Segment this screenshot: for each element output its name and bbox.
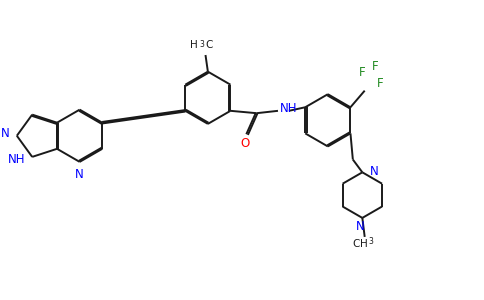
Text: N: N: [369, 165, 378, 178]
Text: C: C: [352, 239, 360, 249]
Text: H: H: [360, 239, 368, 249]
Text: N: N: [356, 220, 364, 233]
Text: 3: 3: [368, 237, 373, 246]
Text: NH: NH: [8, 153, 25, 166]
Text: F: F: [359, 66, 365, 79]
Text: NH: NH: [280, 102, 298, 115]
Text: H: H: [190, 40, 197, 50]
Text: N: N: [1, 127, 10, 140]
Text: 3: 3: [199, 40, 204, 49]
Text: O: O: [240, 137, 249, 150]
Text: F: F: [372, 60, 378, 73]
Text: N: N: [76, 168, 84, 181]
Text: F: F: [377, 77, 383, 90]
Text: C: C: [206, 40, 213, 50]
